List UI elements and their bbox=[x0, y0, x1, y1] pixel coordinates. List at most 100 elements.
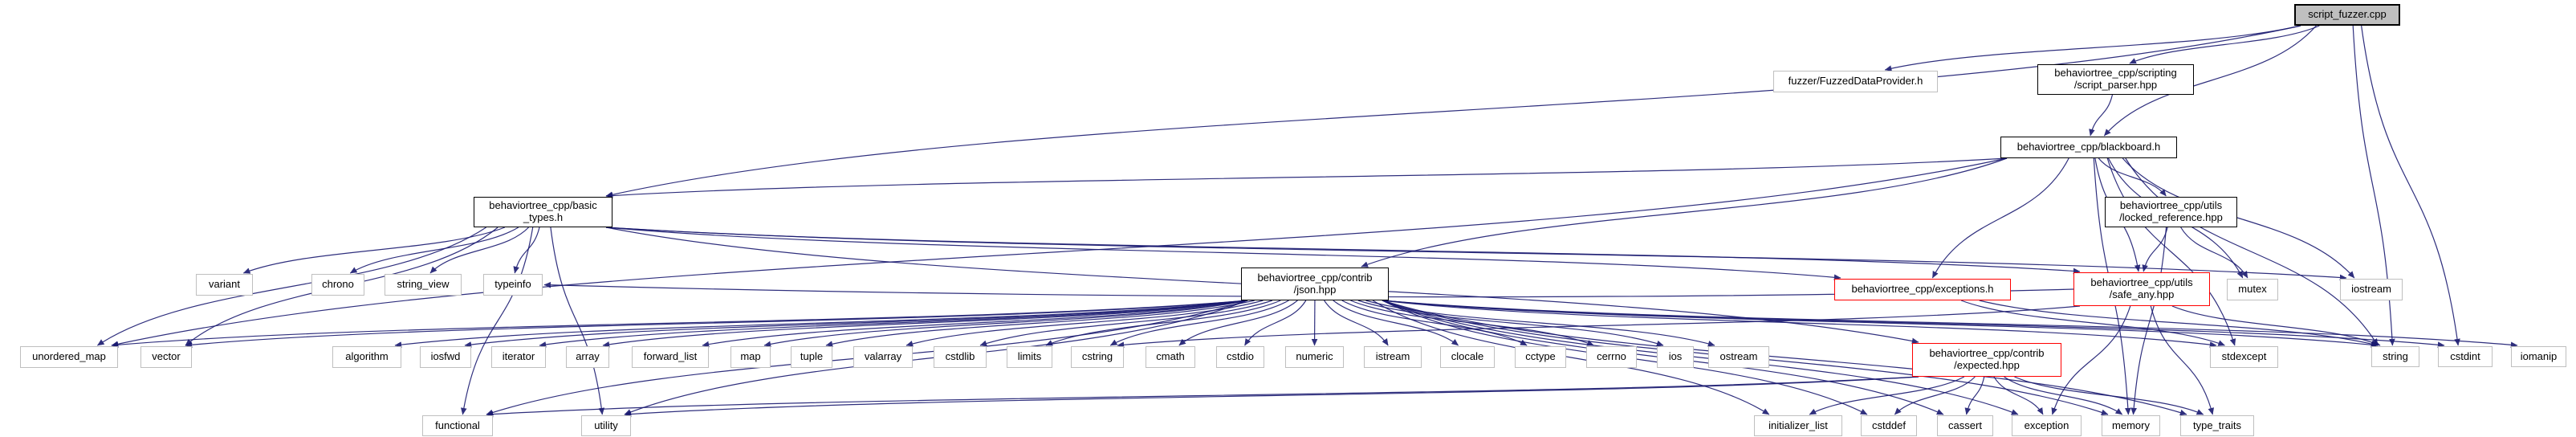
node-fuzzed-data-provider-h: fuzzer/FuzzedDataProvider.h bbox=[1773, 71, 1938, 92]
node-safe-any-hpp[interactable]: behaviortree_cpp/utils /safe_any.hpp bbox=[2073, 272, 2210, 306]
edge-basic-types-h--string-view bbox=[429, 227, 529, 274]
edge-json-hpp--iosfwd bbox=[464, 300, 1248, 348]
node-basic-types-h[interactable]: behaviortree_cpp/basic _types.h bbox=[474, 197, 612, 227]
node-map: map bbox=[730, 346, 771, 368]
node-cstdint: cstdint bbox=[2438, 346, 2493, 367]
edge-basic-types-h--functional bbox=[460, 227, 534, 415]
node-exceptions-h[interactable]: behaviortree_cpp/exceptions.h bbox=[1834, 279, 2011, 300]
edge-safe-any-hpp--string bbox=[2171, 305, 2381, 346]
edge-json-hpp--limits bbox=[1045, 300, 1281, 346]
edge-blackboard-h--exceptions-h bbox=[1931, 157, 2069, 279]
edge-basic-types-h--unordered-map bbox=[97, 227, 486, 346]
node-json-hpp[interactable]: behaviortree_cpp/contrib /json.hpp bbox=[1241, 268, 1389, 300]
edge-json-hpp--string bbox=[1382, 300, 2379, 349]
edge-basic-types-h--safe-any-hpp bbox=[605, 227, 2081, 275]
edge-locked-reference-hpp--safe-any-hpp bbox=[2142, 227, 2168, 272]
edge-script-fuzzer-cpp--blackboard-h bbox=[2103, 25, 2317, 137]
node-algorithm: algorithm bbox=[332, 346, 401, 368]
node-cstddef: cstddef bbox=[1861, 415, 1917, 436]
node-utility: utility bbox=[581, 415, 631, 436]
node-blackboard-h[interactable]: behaviortree_cpp/blackboard.h bbox=[2000, 137, 2177, 158]
edge-json-hpp--ostream bbox=[1365, 300, 1715, 347]
node-locked-reference-hpp[interactable]: behaviortree_cpp/utils /locked_reference… bbox=[2105, 197, 2237, 227]
node-cerrno: cerrno bbox=[1586, 346, 1637, 368]
node-script-fuzzer-cpp: script_fuzzer.cpp bbox=[2294, 4, 2400, 26]
node-cctype: cctype bbox=[1515, 346, 1566, 368]
edge-script-fuzzer-cpp--script-parser-hpp bbox=[2129, 25, 2320, 64]
edge-basic-types-h--exceptions-h bbox=[605, 227, 1841, 281]
edge-blackboard-h--string bbox=[2125, 157, 2379, 346]
edge-blackboard-h--iostream bbox=[2122, 157, 2355, 279]
node-functional: functional bbox=[422, 415, 493, 436]
edge-locked-reference-hpp--mutex bbox=[2180, 227, 2248, 279]
edge-expected-hpp--functional bbox=[486, 376, 1919, 418]
node-stdexcept: stdexcept bbox=[2210, 346, 2278, 368]
edge-json-hpp--cctype bbox=[1341, 300, 1528, 346]
node-expected-hpp[interactable]: behaviortree_cpp/contrib /expected.hpp bbox=[1912, 343, 2061, 377]
edge-json-hpp--ios bbox=[1357, 300, 1664, 347]
edge-script-fuzzer-cpp--cstdint bbox=[2361, 25, 2460, 346]
node-array: array bbox=[566, 346, 609, 368]
edge-json-hpp--cstring bbox=[1109, 300, 1289, 346]
edge-json-hpp--stdexcept bbox=[1382, 300, 2217, 348]
edge-exceptions-h--string bbox=[1979, 300, 2379, 347]
edge-blackboard-h--stdexcept bbox=[2106, 157, 2236, 346]
edge-expected-hpp--memory bbox=[2004, 376, 2123, 415]
edge-json-hpp--tuple bbox=[825, 300, 1255, 347]
edge-json-hpp--cerrno bbox=[1350, 300, 1594, 346]
edge-expected-hpp--cassert bbox=[1964, 376, 1985, 415]
edge-expected-hpp--initializer-list bbox=[1809, 376, 1965, 415]
node-iosfwd: iosfwd bbox=[420, 346, 471, 368]
edge-json-hpp--algorithm bbox=[394, 300, 1248, 348]
edge-expected-hpp--exception bbox=[1993, 376, 2044, 415]
edge-json-hpp--iomanip bbox=[1382, 300, 2518, 349]
edge-json-hpp--iterator bbox=[539, 300, 1248, 348]
node-cstdlib: cstdlib bbox=[934, 346, 987, 368]
edge-json-hpp--cmath bbox=[1178, 300, 1298, 346]
node-unordered-map: unordered_map bbox=[20, 346, 118, 368]
edge-blackboard-h--basic-types-h bbox=[605, 157, 2008, 199]
edge-basic-types-h--typeinfo bbox=[513, 227, 540, 274]
node-valarray: valarray bbox=[853, 346, 913, 368]
node-chrono: chrono bbox=[311, 274, 364, 296]
edge-basic-types-h--variant bbox=[242, 227, 506, 274]
node-limits: limits bbox=[1007, 346, 1052, 368]
edge-json-hpp--exception bbox=[1382, 300, 2019, 415]
node-tuple: tuple bbox=[791, 346, 832, 368]
edge-json-hpp--array bbox=[602, 300, 1248, 348]
node-script-parser-hpp[interactable]: behaviortree_cpp/scripting /script_parse… bbox=[2037, 64, 2194, 95]
edge-json-hpp--istream bbox=[1324, 300, 1389, 346]
edge-json-hpp--initializer-list bbox=[1372, 300, 1770, 415]
edge-safe-any-hpp--cstring bbox=[1117, 305, 2081, 349]
node-istream: istream bbox=[1364, 346, 1422, 368]
node-ostream: ostream bbox=[1708, 346, 1769, 368]
node-vector: vector bbox=[140, 346, 192, 368]
edge-json-hpp--cstdlib bbox=[979, 300, 1273, 347]
edge-basic-types-h--chrono bbox=[349, 227, 519, 274]
edge-blackboard-h--locked-reference-hpp bbox=[2098, 157, 2167, 197]
node-clocale: clocale bbox=[1440, 346, 1495, 368]
node-mutex: mutex bbox=[2227, 279, 2278, 300]
edge-json-hpp--unordered-map bbox=[111, 300, 1248, 349]
edge-json-hpp--map bbox=[763, 300, 1248, 348]
edge-json-hpp--type-traits bbox=[1382, 300, 2187, 416]
node-iostream: iostream bbox=[2340, 279, 2403, 300]
node-type-traits: type_traits bbox=[2180, 415, 2254, 436]
node-iomanip: iomanip bbox=[2511, 346, 2566, 367]
edge-safe-any-hpp--exception bbox=[2051, 305, 2131, 415]
edge-expected-hpp--type-traits bbox=[2014, 376, 2204, 415]
edge-script-fuzzer-cpp--fuzzed-data-provider-h bbox=[1884, 25, 2301, 71]
edge-blackboard-h--unordered-map bbox=[111, 157, 2008, 348]
node-cmath: cmath bbox=[1146, 346, 1195, 368]
edge-script-parser-hpp--blackboard-h bbox=[2089, 94, 2114, 137]
node-initializer-list: initializer_list bbox=[1754, 415, 1842, 436]
node-string: string bbox=[2371, 346, 2419, 367]
node-numeric: numeric bbox=[1285, 346, 1344, 368]
node-memory: memory bbox=[2102, 415, 2160, 436]
node-forward-list: forward_list bbox=[632, 346, 709, 368]
edge-expected-hpp--cstddef bbox=[1894, 376, 1976, 415]
edge-basic-types-h--iostream bbox=[605, 227, 2347, 281]
node-cstring: cstring bbox=[1071, 346, 1124, 368]
